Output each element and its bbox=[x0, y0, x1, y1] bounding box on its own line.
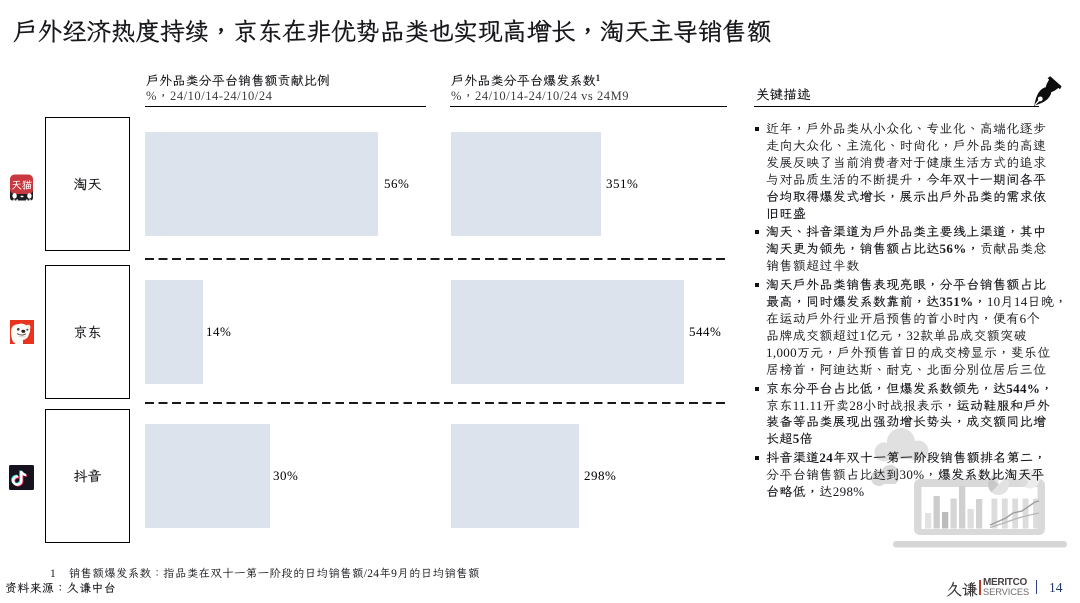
svg-text:天猫: 天猫 bbox=[11, 178, 32, 192]
